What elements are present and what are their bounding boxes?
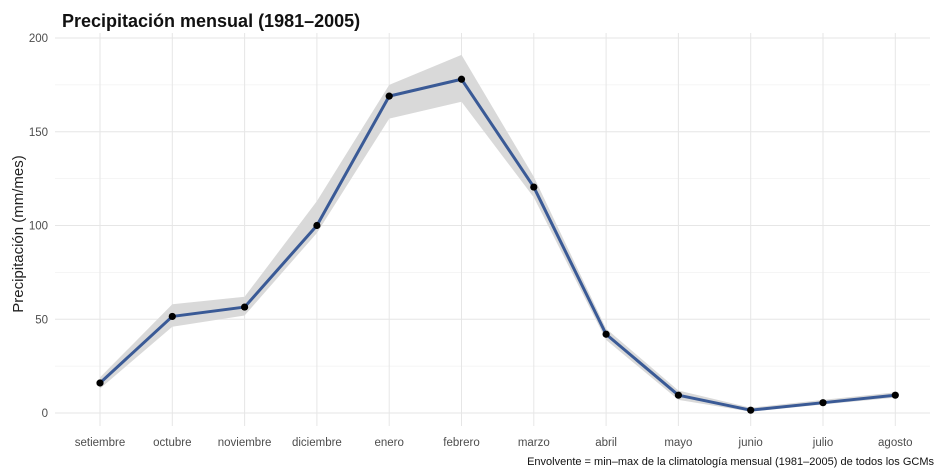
chart-caption: Envolvente = min–max de la climatología … — [527, 456, 934, 468]
data-point — [385, 92, 393, 100]
data-point — [747, 406, 755, 414]
grid — [55, 33, 930, 426]
y-tick-label: 0 — [42, 408, 48, 420]
x-tick-label: julio — [812, 437, 833, 449]
data-point — [457, 75, 466, 83]
data-point — [674, 391, 683, 399]
x-tick-label: junio — [738, 437, 763, 449]
chart-title: Precipitación mensual (1981–2005) — [62, 11, 360, 31]
data-point — [96, 379, 104, 387]
x-tick-label: abril — [595, 437, 617, 449]
y-tick-label: 200 — [29, 33, 48, 45]
y-tick-label: 100 — [29, 221, 48, 233]
envelope-layer — [100, 54, 896, 412]
y-tick-label: 150 — [29, 127, 48, 139]
x-tick-label: enero — [374, 437, 403, 449]
data-point — [891, 391, 899, 399]
x-tick-label: febrero — [443, 437, 479, 449]
x-tick-label: agosto — [878, 437, 913, 449]
x-tick-label: octubre — [153, 437, 191, 449]
line-layer — [98, 77, 896, 412]
x-tick-label: marzo — [518, 437, 550, 449]
data-point — [602, 330, 610, 338]
data-point — [819, 399, 827, 407]
data-point — [313, 221, 321, 230]
x-tick-labels: setiembre octubre noviembre diciembre enero f… — [75, 437, 913, 449]
envelope-band — [100, 54, 896, 412]
x-tick-label: mayo — [664, 437, 692, 449]
x-tick-label: diciembre — [292, 437, 342, 449]
y-axis-title: Precipitación (mm/mes) — [10, 155, 27, 313]
data-point — [530, 183, 538, 191]
x-tick-label: setiembre — [75, 437, 126, 449]
points-layer — [96, 75, 899, 414]
y-tick-labels: 0 50 100 150 200 — [29, 33, 48, 420]
series-line — [98, 77, 896, 412]
x-tick-label: noviembre — [218, 437, 272, 449]
data-point — [241, 303, 249, 311]
data-point — [168, 312, 176, 321]
y-tick-label: 50 — [35, 314, 48, 326]
